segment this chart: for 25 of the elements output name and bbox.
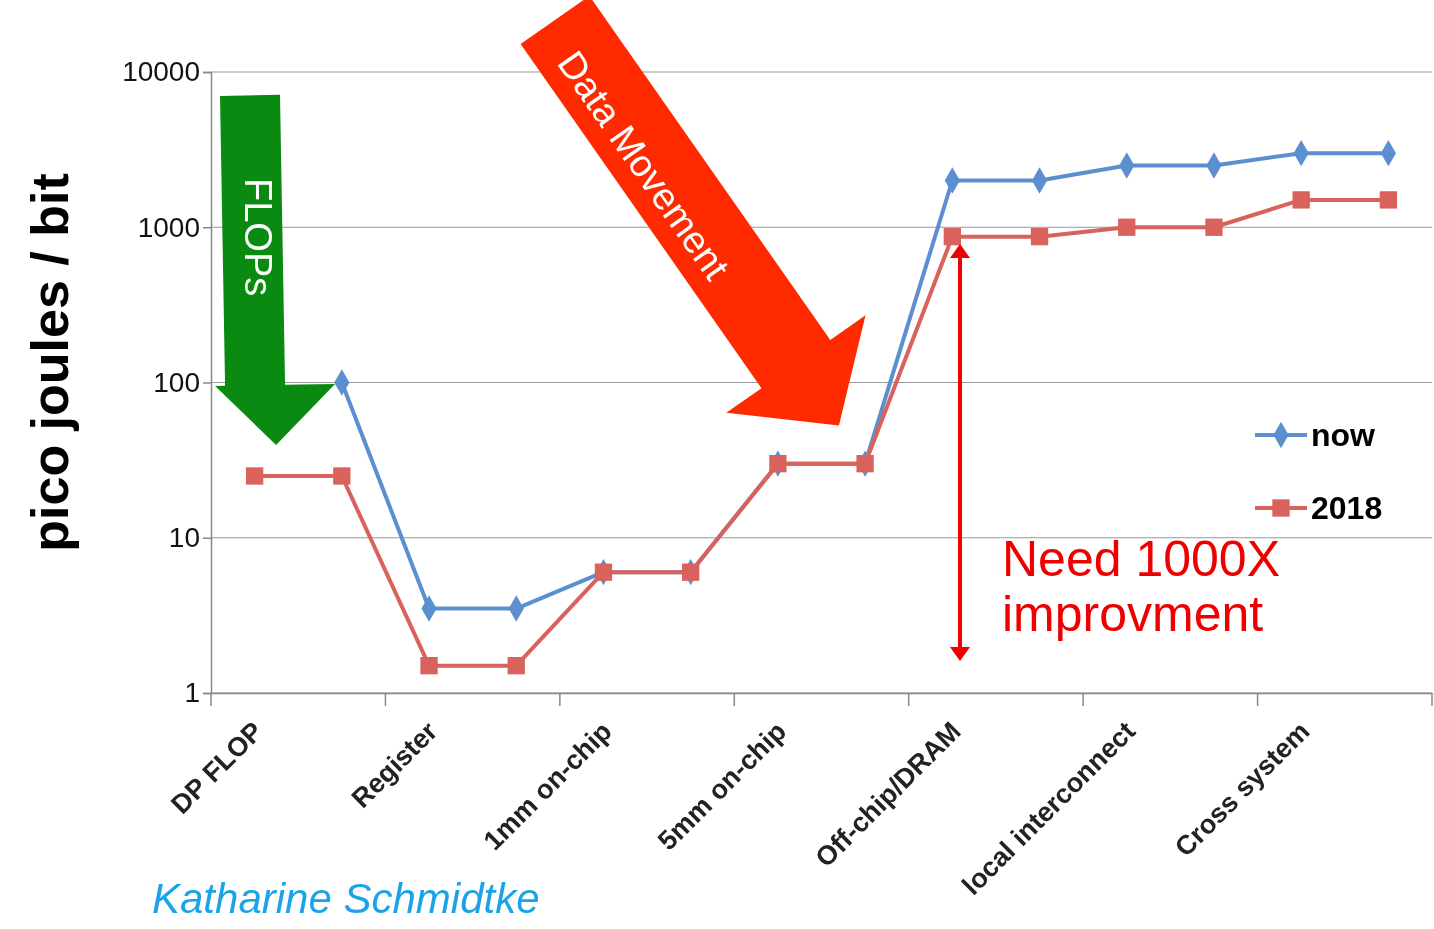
legend-label: now	[1311, 417, 1376, 453]
point	[1030, 227, 1049, 246]
text: Katharine Schmidtke	[152, 875, 540, 922]
point	[856, 455, 874, 473]
y-tick-label: 1000	[137, 211, 200, 243]
point	[1118, 218, 1136, 236]
point	[507, 657, 525, 675]
y-axis-title: pico joules / bit	[21, 173, 79, 552]
y-tick-label: 10000	[122, 56, 200, 88]
legend-label: 2018	[1311, 490, 1383, 526]
annotation: Need 1000X improvment	[1002, 531, 1281, 642]
point	[769, 455, 787, 473]
y-tick-label: 10	[168, 522, 200, 554]
point	[333, 467, 351, 485]
point	[1205, 218, 1223, 236]
point	[1379, 191, 1398, 209]
y-tick-label: 100	[153, 366, 200, 398]
y-tick-label: 1	[184, 677, 200, 709]
annotation: FLOPs	[237, 178, 279, 297]
point	[245, 467, 264, 485]
point	[420, 657, 438, 675]
point	[1292, 191, 1310, 209]
point	[682, 563, 700, 581]
point	[594, 563, 613, 581]
point	[943, 227, 961, 246]
